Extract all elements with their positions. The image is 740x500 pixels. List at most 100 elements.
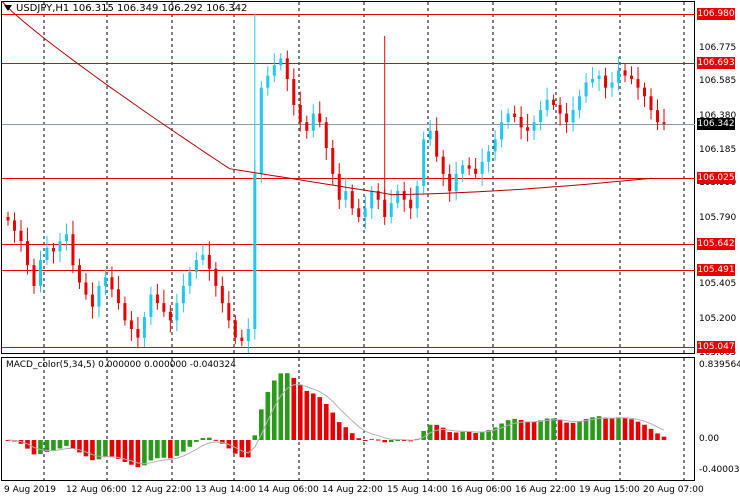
candle-body (636, 79, 640, 88)
macd-bar (453, 432, 459, 440)
candle-body (435, 130, 439, 157)
price-plot-area[interactable] (1, 1, 695, 354)
candle-body (519, 116, 523, 128)
macd-bar (122, 440, 128, 462)
candle-body (448, 173, 452, 192)
macd-bar (629, 419, 634, 440)
macd-bar (70, 440, 76, 449)
candle-body (32, 265, 36, 286)
macd-bar (284, 373, 290, 440)
macd-bar (369, 439, 375, 441)
macd-bar (213, 439, 219, 441)
candle-body (259, 87, 263, 174)
candle-body (552, 99, 556, 105)
candle-body (285, 58, 289, 80)
macd-bar (187, 440, 193, 447)
candle-body (207, 254, 211, 269)
macd-bar (388, 440, 394, 443)
macd-bar (544, 418, 550, 440)
macd-plot-area[interactable] (1, 357, 695, 481)
macd-bar (57, 440, 63, 449)
candle-body (266, 75, 270, 88)
macd-bar (83, 440, 89, 457)
price-tick-label: 105.005 (699, 348, 737, 358)
symbol-line: USDJPY,H1 106.315 106.349 106.292 106.34… (16, 3, 248, 14)
candle-body (409, 199, 413, 209)
macd-bar (375, 439, 381, 441)
macd-bar (135, 440, 141, 468)
candle-body (84, 282, 88, 295)
macd-bar (317, 397, 323, 440)
candle-body (136, 329, 140, 338)
candle-body (175, 303, 179, 321)
candle-body (25, 241, 29, 266)
candle-body (240, 337, 244, 342)
time-tick-label: 9 Aug 2019 (4, 485, 56, 495)
macd-bar (90, 440, 95, 461)
macd-bar (648, 428, 654, 440)
price-tick-label: 105.790 (699, 212, 737, 223)
macd-bar (421, 430, 426, 440)
candle-body (467, 165, 471, 169)
time-tick-label: 16 Aug 22:00 (515, 485, 576, 495)
candle-body (246, 329, 250, 342)
macd-bar (168, 440, 173, 459)
level-price-tag: 105.047 (697, 340, 735, 353)
macd-axis-label: -0.400037 (699, 465, 740, 475)
macd-bar (583, 418, 589, 440)
candle-body (454, 173, 458, 192)
macd-bar (596, 416, 602, 440)
time-tick-label: 13 Aug 14:00 (195, 485, 256, 495)
time-tick-label: 16 Aug 06:00 (451, 485, 512, 495)
macd-bar (447, 432, 452, 440)
candle-body (617, 70, 621, 83)
candle-body (565, 113, 569, 123)
macd-bar (246, 440, 251, 458)
macd-bar (77, 440, 82, 453)
candle-body (142, 316, 146, 338)
macd-bar (51, 440, 56, 451)
macd-bar (603, 417, 608, 440)
candle-body (376, 191, 380, 200)
candle-body (58, 241, 62, 252)
macd-bar (259, 409, 264, 440)
macd-bar (161, 440, 167, 458)
candle-body (428, 130, 432, 140)
macd-bar (395, 440, 401, 441)
collapse-arrow-icon[interactable] (4, 5, 12, 11)
macd-bar (310, 393, 316, 440)
level-price-tag: 106.980 (697, 7, 735, 20)
time-tick-label: 14 Aug 06:00 (258, 485, 319, 495)
candle-body (578, 96, 582, 111)
candle-body (539, 110, 543, 123)
candle-body (363, 208, 367, 217)
candle-body (162, 303, 166, 312)
macd-bar (330, 412, 336, 440)
macd-bar (557, 420, 563, 440)
macd-bar (343, 427, 349, 440)
time-tick-label: 20 Aug 07:00 (643, 485, 704, 495)
price-tick-label: 105.405 (699, 279, 737, 290)
candle-body (662, 122, 666, 124)
macd-bar (44, 440, 50, 452)
candle-body (19, 230, 23, 242)
time-tick-label: 19 Aug 15:00 (579, 485, 640, 495)
candle-body (506, 113, 510, 123)
macd-bar (492, 427, 498, 440)
level-price-tag: 105.642 (697, 238, 735, 251)
macd-bar (291, 377, 297, 440)
candle-body (493, 139, 497, 152)
macd-bar (148, 440, 154, 461)
candle-body (630, 75, 634, 80)
macd-bar (538, 420, 543, 440)
macd-bar (401, 440, 407, 441)
macd-bar (609, 418, 615, 440)
macd-bar (473, 432, 478, 440)
macd-bar (661, 436, 667, 440)
macd-bar (642, 424, 647, 440)
candle-body (422, 139, 426, 186)
candle-body (110, 277, 114, 290)
candle-body (253, 173, 257, 330)
macd-bar (278, 373, 284, 440)
